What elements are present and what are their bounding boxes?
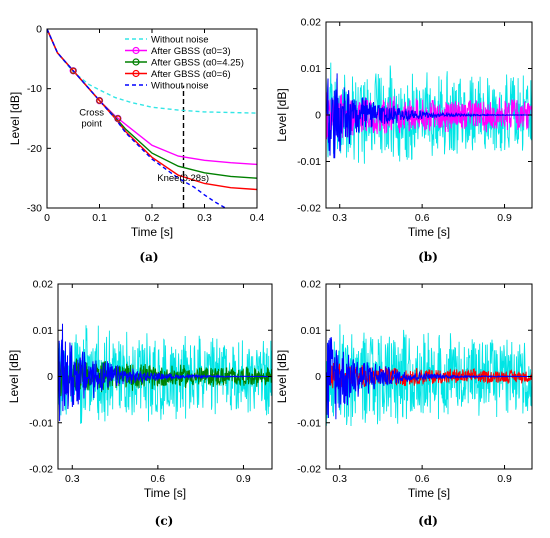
plot-area: [47, 29, 257, 208]
x-axis-label: Time [s]: [408, 225, 450, 239]
x-tick-label: 0.9: [497, 473, 512, 485]
x-tick-label: 0.6: [415, 212, 430, 224]
x-tick-label: 0.9: [236, 473, 251, 485]
legend-label-4: After GBSS (α0=6): [151, 69, 231, 80]
y-tick-label: 0.01: [33, 325, 54, 337]
series-line-5: [47, 29, 226, 208]
x-tick-label: 0.6: [415, 473, 430, 485]
x-axis-label: Time [s]: [144, 486, 186, 500]
y-axis-label: Level [dB]: [7, 350, 21, 403]
signal-series-3: [326, 337, 532, 420]
y-tick-label: 0.02: [301, 279, 322, 291]
x-tick-label: 0.3: [197, 212, 212, 224]
y-tick-label: -0.01: [297, 156, 321, 168]
legend-label-3: After GBSS (α0=4.25): [151, 58, 244, 69]
data-marker: [114, 115, 121, 122]
x-tick-label: 0: [44, 212, 50, 224]
y-tick-label: -20: [27, 143, 42, 155]
plot-area: [58, 323, 272, 424]
panel-label: (d): [418, 514, 438, 528]
panel-label: (c): [155, 514, 174, 528]
legend-label-5: Without noise: [151, 81, 209, 92]
legend-label-1: Without noise: [151, 35, 209, 46]
x-tick-label: 0.3: [65, 473, 80, 485]
legend-marker-3: [132, 58, 140, 66]
panel-2: 0.3 0.6 0.9 -0.02 -0.01 0 0.01 0.02 Time [s] Leve…: [275, 17, 533, 264]
plot-area: [326, 62, 532, 164]
x-tick-label: 0.3: [332, 212, 347, 224]
y-tick-label: 0.02: [33, 279, 54, 291]
y-tick-label: -0.01: [297, 417, 321, 429]
y-tick-label: 0.01: [301, 63, 322, 75]
panel-4: 0.3 0.6 0.9 -0.02 -0.01 0 0.01 0.02 Time [s] Leve…: [275, 279, 533, 528]
x-tick-label: 0.9: [497, 212, 512, 224]
x-tick-label: 0.4: [250, 212, 265, 224]
y-tick-label: -30: [27, 203, 42, 215]
x-tick-label: 0.1: [92, 212, 107, 224]
y-tick-label: 0.02: [301, 17, 322, 29]
y-tick-label: -0.02: [297, 203, 321, 215]
x-axis-label: Time [s]: [131, 225, 173, 239]
y-axis-label: Level [dB]: [275, 88, 289, 141]
y-tick-label: 0: [47, 371, 53, 383]
y-tick-label: 0: [315, 110, 321, 122]
legend-marker-2: [132, 46, 140, 55]
y-tick-label: -0.01: [29, 417, 53, 429]
annotation-cross-point: Cross point: [79, 108, 104, 130]
signal-series-3: [326, 73, 532, 159]
annotation-knee: Knee(0.28s): [157, 173, 209, 184]
y-axis-label: Level [dB]: [275, 350, 289, 403]
x-tick-label: 0.3: [332, 473, 347, 485]
legend-marker-4: [132, 69, 140, 78]
y-tick-label: -10: [27, 83, 42, 95]
panel-3: 0.3 0.6 0.9 -0.02 -0.01 0 0.01 0.02 Time [s] Leve…: [7, 279, 273, 528]
panel-label: (a): [139, 250, 158, 264]
plot-area: [326, 324, 532, 427]
annotation-word: point: [81, 119, 102, 130]
y-axis-label: Level [dB]: [8, 92, 22, 145]
y-tick-label: 0: [36, 24, 42, 36]
series-line-1: [47, 29, 257, 114]
panel-label: (b): [418, 250, 438, 264]
annotation-word: Cross: [79, 108, 104, 119]
y-tick-label: -0.02: [29, 464, 53, 476]
y-tick-label: 0.01: [301, 325, 322, 337]
legend-label-2: After GBSS (α0=3): [151, 46, 231, 57]
y-tick-label: -0.02: [297, 464, 321, 476]
data-marker: [70, 67, 77, 74]
y-tick-label: 0: [315, 371, 321, 383]
x-axis-label: Time [s]: [408, 486, 450, 500]
signal-series-3: [58, 323, 272, 422]
data-marker: [96, 97, 103, 104]
x-tick-label: 0.6: [151, 473, 166, 485]
x-tick-label: 0.2: [145, 212, 160, 224]
